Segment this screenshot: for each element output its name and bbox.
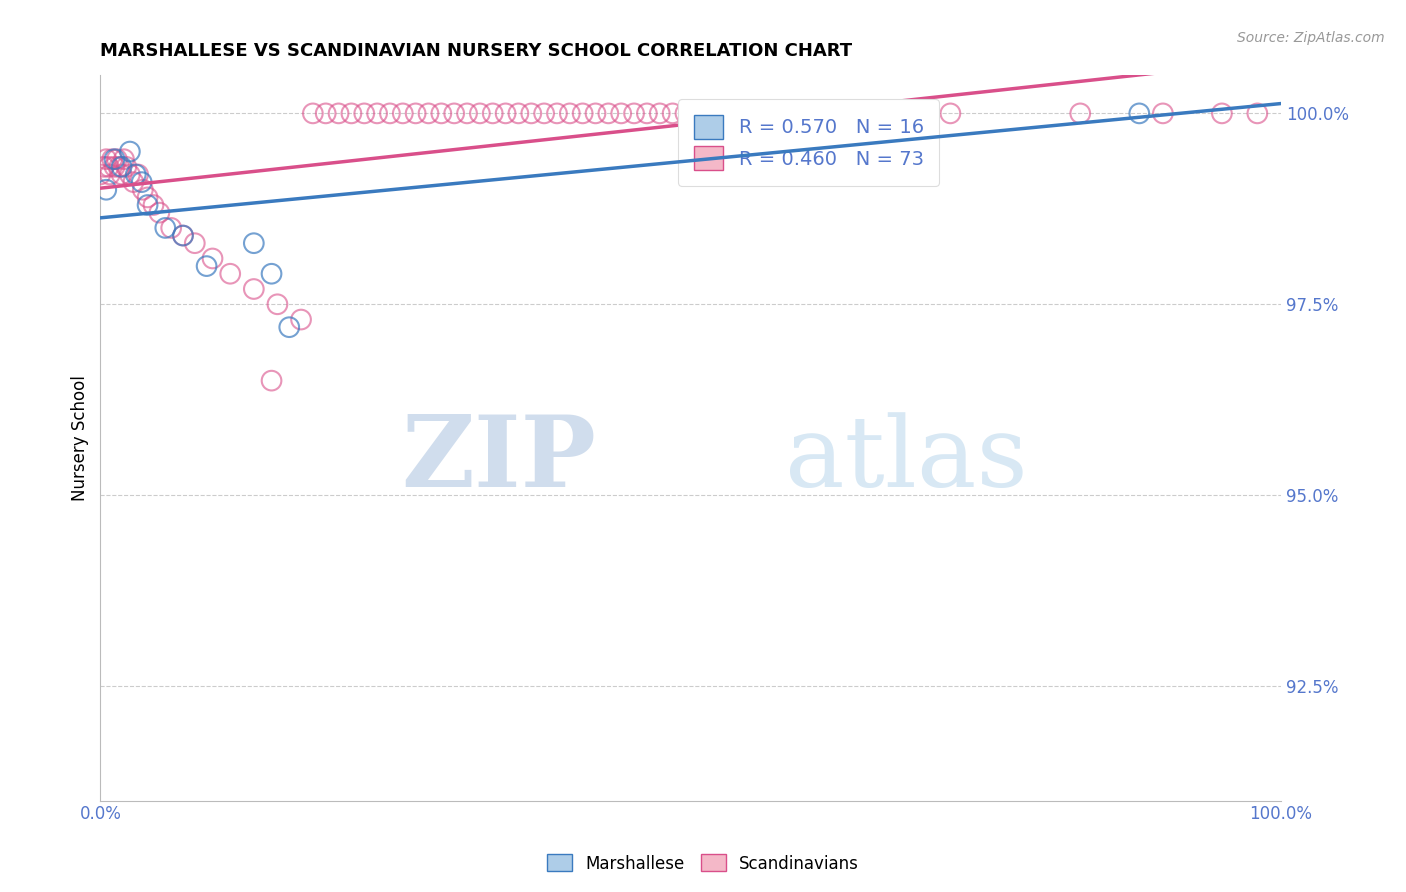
Point (110, 168, 132, 182)
Point (184, 236, 207, 251)
Point (533, 106, 555, 120)
Text: Source: ZipAtlas.com: Source: ZipAtlas.com (1237, 31, 1385, 45)
Point (96, 183, 118, 197)
Point (456, 106, 478, 120)
Point (201, 252, 224, 266)
Point (115, 160, 138, 174)
Point (118, 168, 141, 182)
Point (821, 114, 844, 128)
Point (1069, 106, 1091, 120)
Point (520, 106, 543, 120)
Point (939, 106, 962, 120)
Text: ZIP: ZIP (401, 411, 596, 508)
Point (481, 106, 503, 120)
Point (132, 183, 155, 197)
Y-axis label: Nursery School: Nursery School (72, 375, 89, 500)
Point (648, 106, 671, 120)
Point (93, 160, 115, 174)
Point (98, 168, 121, 182)
Point (131, 175, 153, 189)
Point (112, 152, 135, 166)
Legend: Marshallese, Scandinavians: Marshallese, Scandinavians (540, 847, 866, 880)
Point (160, 221, 183, 235)
Point (266, 297, 288, 311)
Point (725, 106, 748, 120)
Point (405, 106, 427, 120)
Point (172, 228, 194, 243)
Point (688, 106, 710, 120)
Point (148, 205, 170, 219)
Point (675, 106, 697, 120)
Point (290, 312, 312, 326)
Point (260, 267, 283, 281)
Point (122, 175, 145, 189)
Point (738, 106, 761, 120)
Point (443, 106, 465, 120)
Point (571, 106, 593, 120)
Point (495, 106, 517, 120)
Point (378, 106, 401, 120)
Point (243, 236, 266, 251)
Point (125, 168, 148, 182)
Point (546, 106, 568, 120)
Point (738, 114, 761, 128)
Point (118, 145, 141, 159)
Point (136, 190, 159, 204)
Point (101, 152, 124, 166)
Point (105, 152, 128, 166)
Point (155, 221, 177, 235)
Point (96, 152, 118, 166)
Point (278, 320, 301, 334)
Point (430, 106, 453, 120)
Point (127, 168, 149, 182)
Legend: R = 0.570   N = 16, R = 0.460   N = 73: R = 0.570 N = 16, R = 0.460 N = 73 (678, 99, 939, 186)
Point (713, 106, 735, 120)
Point (797, 114, 820, 128)
Point (366, 106, 388, 120)
Point (172, 228, 194, 243)
Point (1128, 106, 1150, 120)
Point (661, 106, 683, 120)
Point (302, 106, 325, 120)
Point (1152, 106, 1174, 120)
Point (103, 152, 125, 166)
Point (260, 374, 283, 388)
Point (418, 106, 440, 120)
Point (636, 106, 658, 120)
Point (468, 106, 491, 120)
Point (598, 106, 620, 120)
Point (508, 106, 530, 120)
Point (110, 160, 132, 174)
Point (1211, 106, 1233, 120)
Point (1246, 106, 1268, 120)
Point (97, 160, 120, 174)
Point (243, 282, 266, 296)
Point (89, 168, 111, 182)
Point (219, 267, 242, 281)
Point (103, 160, 125, 174)
Point (108, 160, 131, 174)
Text: atlas: atlas (785, 412, 1028, 508)
Point (391, 106, 413, 120)
Point (340, 106, 363, 120)
Point (328, 106, 350, 120)
Point (623, 106, 645, 120)
Point (700, 106, 723, 120)
Point (558, 106, 581, 120)
Point (353, 106, 375, 120)
Point (585, 106, 607, 120)
Text: MARSHALLESE VS SCANDINAVIAN NURSERY SCHOOL CORRELATION CHART: MARSHALLESE VS SCANDINAVIAN NURSERY SCHO… (100, 42, 852, 60)
Point (610, 106, 633, 120)
Point (315, 106, 337, 120)
Point (136, 198, 159, 212)
Point (142, 198, 165, 212)
Point (195, 259, 218, 273)
